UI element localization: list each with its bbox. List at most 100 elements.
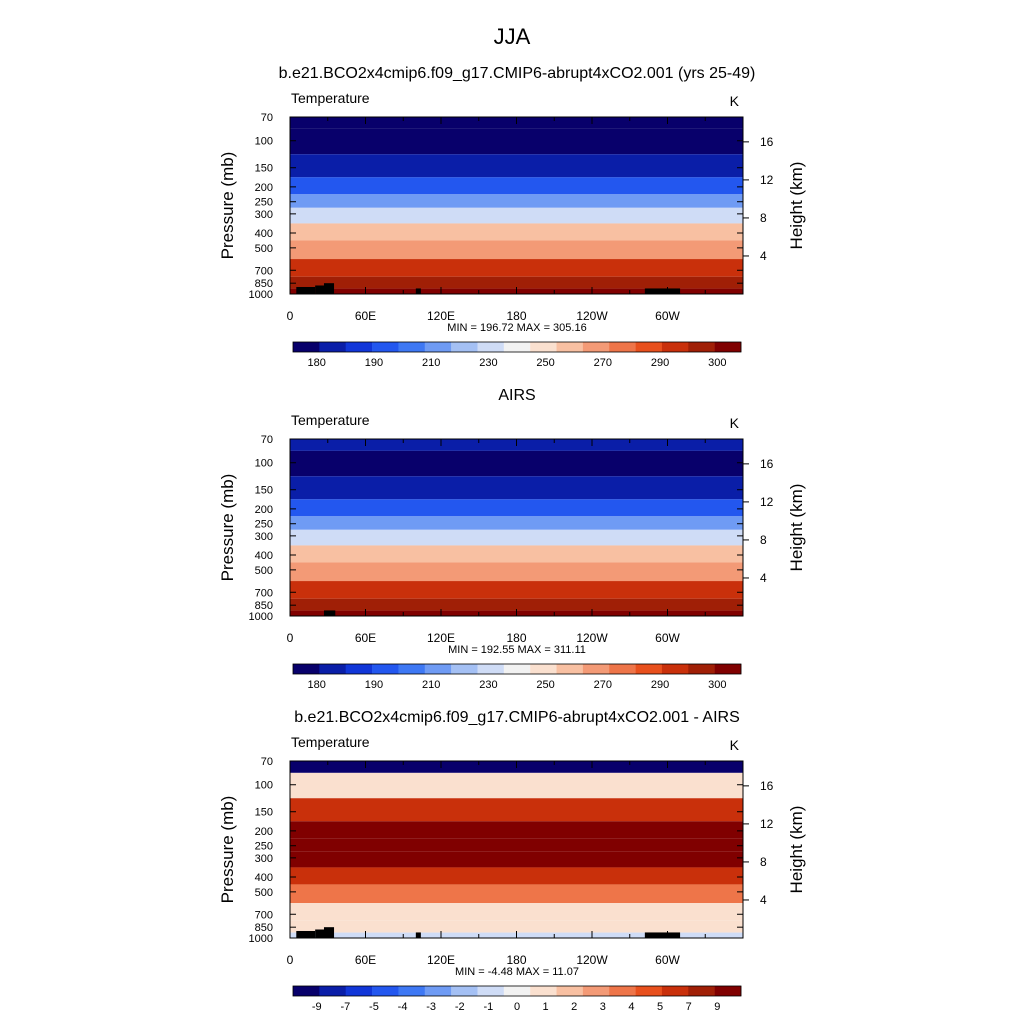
contour-band [290, 516, 743, 530]
y-tick-label: 500 [255, 243, 273, 255]
colorbar-swatch [609, 664, 636, 674]
colorbar-swatch [714, 664, 742, 674]
height-tick-label: 8 [760, 855, 767, 869]
colorbar-swatch [372, 986, 399, 996]
x-tick-label: 120W [576, 309, 608, 323]
colorbar-label: 7 [686, 1001, 692, 1013]
colorbar-swatch [661, 342, 689, 352]
y-tick-label: 500 [255, 887, 273, 899]
topography-mask [323, 283, 335, 294]
colorbar-label: -1 [483, 1001, 493, 1013]
stats-label: MIN = 192.55 MAX = 311.11 [448, 644, 586, 656]
contour-band [290, 867, 743, 885]
colorbar-label: -5 [369, 1001, 379, 1013]
stats-label: MIN = -4.48 MAX = 11.07 [455, 966, 579, 978]
colorbar-swatch [661, 986, 689, 996]
height-tick-label: 4 [760, 893, 767, 907]
colorbar-swatch [635, 986, 663, 996]
colorbar-swatch [714, 342, 742, 352]
y-tick-label: 1000 [249, 611, 273, 623]
panel-title: b.e21.BCO2x4cmip6.f09_g17.CMIP6-abrupt4x… [294, 709, 740, 726]
height-tick-label: 12 [760, 817, 774, 831]
y-axis-title: Pressure (mb) [218, 796, 237, 904]
height-tick-label: 4 [760, 249, 767, 263]
y-tick-label: 250 [255, 197, 273, 209]
x-tick-label: 120W [576, 953, 608, 967]
contour-band [290, 223, 743, 241]
variable-label: Temperature [291, 90, 370, 106]
colorbar-swatch [530, 986, 557, 996]
colorbar-swatch [398, 986, 426, 996]
colorbar-label: 0 [514, 1001, 520, 1013]
contour-band [290, 545, 743, 563]
panel-title: b.e21.BCO2x4cmip6.f09_g17.CMIP6-abrupt4x… [279, 65, 756, 82]
colorbar-swatch [556, 342, 584, 352]
y-tick-label: 500 [255, 565, 273, 577]
colorbar-label: 270 [594, 679, 612, 691]
colorbar-label: 210 [422, 357, 440, 369]
x-tick-label: 120W [576, 631, 608, 645]
contour-band [290, 903, 743, 921]
x-tick-label: 60E [355, 953, 376, 967]
topography-mask [644, 932, 681, 938]
y-tick-label: 70 [261, 112, 273, 124]
colorbar-swatch [556, 664, 584, 674]
contour-band [290, 798, 743, 822]
y-tick-label: 300 [255, 853, 273, 865]
topography-mask [415, 932, 421, 938]
y-tick-label: 200 [255, 826, 273, 838]
colorbar-swatch [556, 986, 584, 996]
colorbar-swatch [319, 342, 347, 352]
height-tick-label: 16 [760, 779, 774, 793]
y-tick-label: 850 [255, 922, 273, 934]
colorbar-label: -3 [426, 1001, 436, 1013]
height-tick-label: 16 [760, 457, 774, 471]
variable-label: Temperature [291, 734, 370, 750]
colorbar-swatch [530, 664, 557, 674]
height-tick-label: 12 [760, 495, 774, 509]
x-tick-label: 120E [427, 631, 455, 645]
y-tick-label: 100 [255, 136, 273, 148]
contour-band [290, 884, 743, 904]
topography-mask [415, 288, 421, 294]
panel-3: b.e21.BCO2x4cmip6.f09_g17.CMIP6-abrupt4x… [218, 709, 806, 1013]
panel-2: AIRS Temperature K Pressure (mb) 70 100 150 200… [218, 387, 806, 691]
x-tick-label: 180 [506, 953, 526, 967]
colorbar-swatch [345, 342, 373, 352]
contour-band [290, 240, 743, 260]
right-axis-title: Height (km) [787, 806, 806, 894]
y-tick-label: 700 [255, 587, 273, 599]
colorbar-swatch [477, 986, 505, 996]
topography-mask [323, 610, 336, 616]
colorbar-label: 300 [708, 357, 726, 369]
colorbar-label: 250 [536, 357, 554, 369]
y-tick-label: 150 [255, 163, 273, 175]
contour-band [290, 772, 743, 799]
colorbar-label: 3 [600, 1001, 606, 1013]
y-tick-label: 850 [255, 600, 273, 612]
x-tick-label: 60W [655, 631, 680, 645]
x-tick-label: 60E [355, 309, 376, 323]
y-tick-label: 250 [255, 519, 273, 531]
y-tick-label: 850 [255, 278, 273, 290]
x-tick-label: 60W [655, 309, 680, 323]
colorbar-frame [292, 985, 742, 997]
x-tick-label: 120E [427, 309, 455, 323]
colorbar-swatch [372, 342, 399, 352]
x-tick-label: 60W [655, 953, 680, 967]
colorbar-swatch [688, 664, 715, 674]
y-tick-label: 200 [255, 504, 273, 516]
colorbar-label: 1 [543, 1001, 549, 1013]
contour-band [290, 598, 743, 611]
colorbar-label: 250 [536, 679, 554, 691]
colorbar-label: 190 [365, 679, 383, 691]
colorbar-swatch [398, 342, 426, 352]
colorbar-swatch [451, 664, 478, 674]
contour-band [290, 128, 743, 155]
colorbar-swatch [503, 986, 531, 996]
contour-band [290, 154, 743, 178]
colorbar-label: 180 [308, 679, 326, 691]
contour-band [290, 194, 743, 208]
colorbar-swatch [293, 986, 320, 996]
y-tick-label: 70 [261, 434, 273, 446]
